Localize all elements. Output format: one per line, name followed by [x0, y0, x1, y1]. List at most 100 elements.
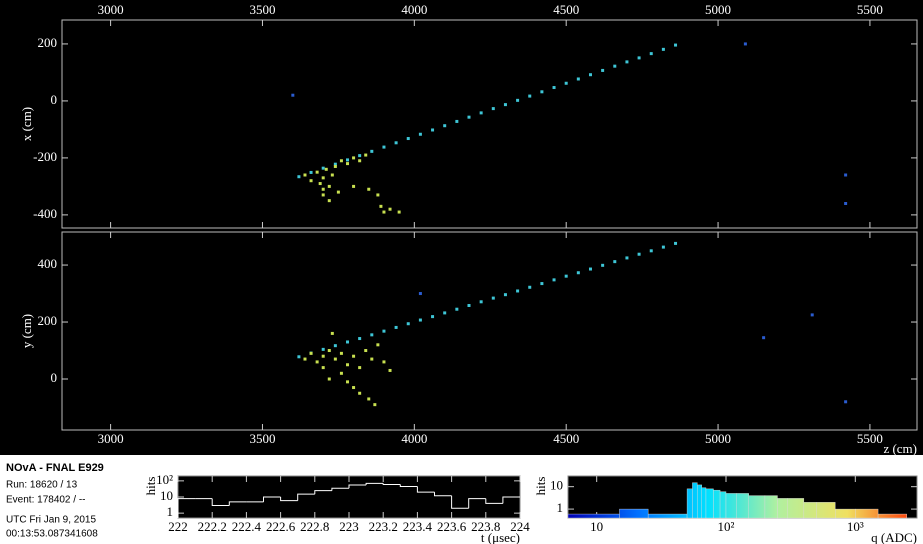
x-tick-label: 10 [590, 519, 603, 534]
hit [340, 159, 343, 162]
hit [662, 48, 665, 51]
hit [322, 366, 325, 369]
hit [358, 366, 361, 369]
hit [322, 176, 325, 179]
hist-bin [706, 489, 713, 518]
hit [492, 297, 495, 300]
hit [328, 349, 331, 352]
hit [370, 150, 373, 153]
hit [407, 137, 410, 140]
hit [364, 154, 367, 157]
hist-bin [568, 514, 619, 518]
hist-bin [687, 489, 692, 518]
hit [395, 141, 398, 144]
hit [346, 380, 349, 383]
x-tick-label: 10² [718, 519, 735, 534]
hist-bin [726, 493, 736, 518]
hit [844, 400, 847, 403]
hit [382, 360, 385, 363]
x-tick-label: 223.2 [369, 519, 398, 534]
hit [540, 90, 543, 93]
hist-bin [835, 509, 855, 518]
hit [613, 65, 616, 68]
hit [577, 271, 580, 274]
y-tick-label: 200 [38, 35, 58, 50]
hit [352, 355, 355, 358]
hit [480, 111, 483, 114]
hit [467, 116, 470, 119]
hit [516, 99, 519, 102]
y-axis-label: hits [143, 477, 158, 496]
hit [638, 253, 641, 256]
hit [811, 313, 814, 316]
hit [601, 264, 604, 267]
x-tick-label: 5500 [857, 2, 883, 17]
x-tick-label: 10³ [847, 519, 864, 534]
hit [577, 77, 580, 80]
hit [358, 337, 361, 340]
x-tick-label: 222.2 [198, 519, 227, 534]
hit [328, 199, 331, 202]
x-tick-label: 3000 [98, 2, 124, 17]
y-tick-label: 10² [156, 472, 173, 487]
plot-area [62, 232, 917, 430]
hist-bin [765, 496, 778, 518]
y-tick-label: 400 [38, 256, 58, 271]
y-tick-label: 200 [38, 313, 58, 328]
hit [625, 256, 628, 259]
hit [467, 304, 470, 307]
hit [565, 275, 568, 278]
info-date: UTC Fri Jan 9, 2015 [6, 515, 96, 526]
hit [744, 42, 747, 45]
y-tick-label: 0 [51, 92, 58, 107]
y-tick-label: 10 [160, 488, 173, 503]
hit [297, 355, 300, 358]
y-tick-label: 1 [557, 500, 564, 515]
hit [419, 292, 422, 295]
hist-bin [713, 490, 720, 518]
y-axis-label: x (cm) [19, 107, 34, 141]
hist-bin [692, 483, 697, 518]
hit [325, 168, 328, 171]
hit [844, 202, 847, 205]
x-tick-label: 5000 [705, 431, 731, 446]
hit [376, 343, 379, 346]
hit [373, 403, 376, 406]
x-tick-label: 222.8 [300, 519, 329, 534]
hit [565, 82, 568, 85]
hit [382, 330, 385, 333]
hit [601, 69, 604, 72]
x-tick-label: 3000 [98, 431, 124, 446]
hit [674, 242, 677, 245]
hit [389, 369, 392, 372]
hit [419, 133, 422, 136]
hit [322, 167, 325, 170]
hist-bin [749, 496, 765, 518]
x-axis-label: z (cm) [883, 441, 917, 456]
hit [310, 352, 313, 355]
x-tick-label: 5500 [857, 431, 883, 446]
hit [297, 175, 300, 178]
hit [762, 336, 765, 339]
hit [492, 107, 495, 110]
hit [331, 174, 334, 177]
hit [589, 73, 592, 76]
hit [376, 193, 379, 196]
hist-bin [878, 514, 907, 518]
info-run: Run: 18620 / 13 [6, 480, 78, 491]
hit [662, 246, 665, 249]
x-tick-label: 223.4 [403, 519, 433, 534]
hit [395, 326, 398, 329]
hit [352, 156, 355, 159]
x-axis-label: t (μsec) [481, 530, 520, 544]
x-tick-label: 222 [168, 519, 188, 534]
hit [322, 188, 325, 191]
hit [638, 56, 641, 59]
hit [358, 154, 361, 157]
hist-bin [788, 498, 804, 518]
hit [367, 188, 370, 191]
hit [370, 358, 373, 361]
hit [382, 146, 385, 149]
hit [310, 171, 313, 174]
hist-bin [777, 498, 787, 518]
